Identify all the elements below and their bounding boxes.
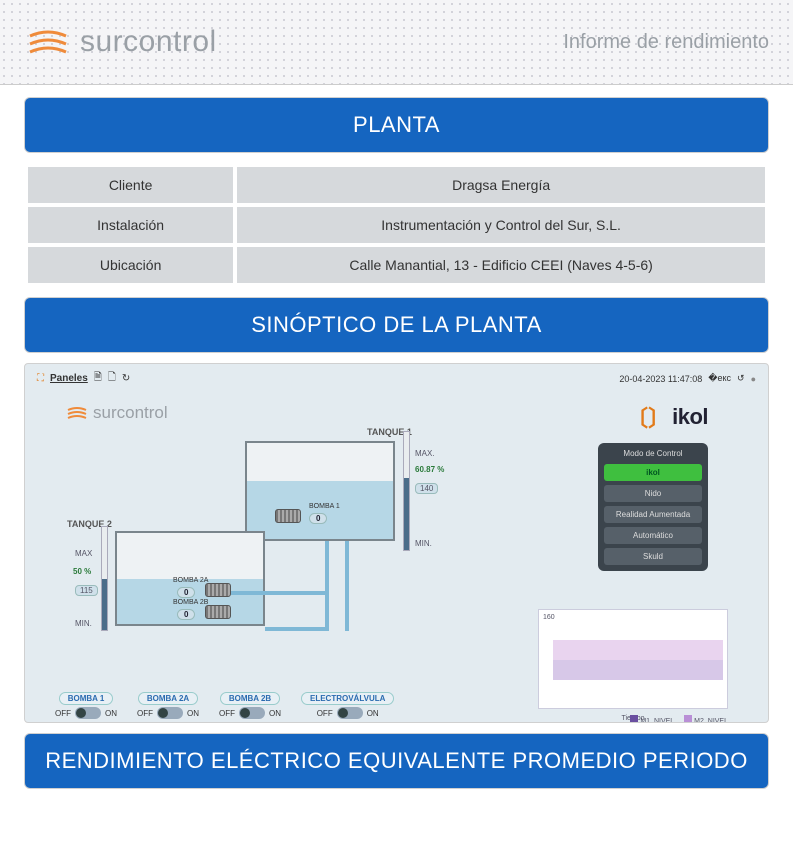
toggle-title: BOMBA 2B xyxy=(220,692,280,705)
planta-info-table: Cliente Dragsa Energía Instalación Instr… xyxy=(24,163,769,287)
info-label: Instalación xyxy=(28,207,233,243)
toggle-off-label: OFF xyxy=(317,709,333,718)
toggle-off-label: OFF xyxy=(137,709,153,718)
toggle-switch[interactable] xyxy=(75,707,101,719)
synoptic-topbar: ⛶ Paneles 🗎 🗋 ↻ 20-04-2023 11:47:08 �екс… xyxy=(25,364,768,391)
toggle-bomba2b: BOMBA 2B OFF ON xyxy=(219,692,281,719)
ctrl-mode-button[interactable]: ikol xyxy=(604,464,702,481)
tank1-max: MAX. xyxy=(415,449,435,458)
toggle-electrovalvula: ELECTROVÁLVULA OFF ON xyxy=(301,692,394,719)
toggle-switch[interactable] xyxy=(337,707,363,719)
ikol-bracket-icon: 〔〕 xyxy=(626,401,670,433)
paneles-link[interactable]: Paneles xyxy=(50,373,88,384)
toggle-on-label: ON xyxy=(105,709,117,718)
tank1-water xyxy=(247,481,393,539)
pipe xyxy=(231,591,329,595)
pump-b2b-label: BOMBA 2B xyxy=(173,599,208,606)
tank1-level-bar xyxy=(403,431,410,551)
toggle-on-label: ON xyxy=(367,709,379,718)
brand-text: surcontrol xyxy=(80,25,217,59)
table-row: Cliente Dragsa Energía xyxy=(28,167,765,203)
pump-b2a xyxy=(205,583,231,597)
tank1-raw: 140 xyxy=(415,483,438,494)
section-title-planta: PLANTA xyxy=(24,97,769,153)
pump-b2a-label: BOMBA 2A xyxy=(173,577,208,584)
tank1-pct: 60.87 % xyxy=(415,465,444,474)
control-mode-panel: Modo de Control ikol Nido Realidad Aumen… xyxy=(598,443,708,571)
chart-yaxis: 160 xyxy=(543,614,555,621)
toggle-row: BOMBA 1 OFF ON BOMBA 2A OFF ON xyxy=(55,692,394,719)
ctrl-mode-button[interactable]: Realidad Aumentada xyxy=(604,506,702,523)
page-header: surcontrol Informe de rendimiento xyxy=(0,0,793,85)
toggle-on-label: ON xyxy=(187,709,199,718)
toggle-switch[interactable] xyxy=(157,707,183,719)
chart-series-2 xyxy=(553,640,723,660)
toggle-on-label: ON xyxy=(269,709,281,718)
control-panel-title: Modo de Control xyxy=(604,449,702,458)
section-title-sinoptico: SINÓPTICO DE LA PLANTA xyxy=(24,297,769,353)
legend-label: M1_NIVEL xyxy=(640,718,674,723)
synoptic-brand: surcontrol xyxy=(65,401,168,425)
page-icon[interactable]: 🗎 xyxy=(94,370,102,387)
report-title: Informe de rendimiento xyxy=(563,31,769,54)
status-dot-icon: ● xyxy=(751,374,756,384)
toggle-bomba2a: BOMBA 2A OFF ON xyxy=(137,692,199,719)
pump-b1 xyxy=(275,509,301,523)
toggle-title: BOMBA 1 xyxy=(59,692,114,705)
toggle-off-label: OFF xyxy=(219,709,235,718)
pump-b2b-value: 0 xyxy=(177,609,195,620)
brand-logo: surcontrol xyxy=(24,18,217,66)
section-title-rendimiento: RENDIMIENTO ELÉCTRICO EQUIVALENTE PROMED… xyxy=(24,733,769,789)
pump-b2a-value: 0 xyxy=(177,587,195,598)
toggle-switch[interactable] xyxy=(239,707,265,719)
expand-icon[interactable]: ⛶ xyxy=(37,373,44,384)
tank1 xyxy=(245,441,395,541)
table-row: Instalación Instrumentación y Control de… xyxy=(28,207,765,243)
legend-swatch-icon xyxy=(630,715,638,723)
refresh-icon[interactable]: ↻ xyxy=(122,373,130,384)
ctrl-mode-button[interactable]: Nido xyxy=(604,485,702,502)
surcontrol-icon xyxy=(24,18,72,66)
tank2-max: MAX xyxy=(75,549,92,558)
tank1-min: MIN. xyxy=(415,539,432,548)
legend-swatch-icon xyxy=(684,715,692,723)
info-value: Instrumentación y Control del Sur, S.L. xyxy=(237,207,765,243)
tank2-level-bar xyxy=(101,526,108,631)
synoptic-brand-text: surcontrol xyxy=(93,403,168,423)
level-chart: 160 Tiempo xyxy=(538,609,728,709)
chart-legend: M1_NIVEL M2_NIVEL xyxy=(630,715,728,723)
ctrl-mode-button[interactable]: Automático xyxy=(604,527,702,544)
ikol-brand: 〔〕 ikol xyxy=(626,401,708,433)
ctrl-mode-button[interactable]: Skuld xyxy=(604,548,702,565)
info-value: Dragsa Energía xyxy=(237,167,765,203)
network-icon: �екс xyxy=(708,373,731,384)
pipe xyxy=(265,627,329,631)
pipe xyxy=(345,541,349,631)
tank2-min: MIN. xyxy=(75,619,92,628)
legend-label: M2_NIVEL xyxy=(694,718,728,723)
table-row: Ubicación Calle Manantial, 13 - Edificio… xyxy=(28,247,765,283)
tank2-raw: 115 xyxy=(75,585,98,596)
pump-b1-label: BOMBA 1 xyxy=(309,503,340,510)
synoptic-datetime: 20-04-2023 11:47:08 xyxy=(619,374,702,384)
sync-icon: ↺ xyxy=(737,373,745,384)
doc-icon[interactable]: 🗋 xyxy=(108,370,116,387)
pump-b1-value: 0 xyxy=(309,513,327,524)
pipe xyxy=(325,541,329,631)
toggle-off-label: OFF xyxy=(55,709,71,718)
toggle-title: ELECTROVÁLVULA xyxy=(301,692,394,705)
chart-series-1 xyxy=(553,660,723,680)
toggle-bomba1: BOMBA 1 OFF ON xyxy=(55,692,117,719)
info-label: Cliente xyxy=(28,167,233,203)
info-value: Calle Manantial, 13 - Edificio CEEI (Nav… xyxy=(237,247,765,283)
info-label: Ubicación xyxy=(28,247,233,283)
tank2-pct: 50 % xyxy=(73,567,91,576)
pump-b2b xyxy=(205,605,231,619)
synoptic-panel: ⛶ Paneles 🗎 🗋 ↻ 20-04-2023 11:47:08 �екс… xyxy=(24,363,769,723)
ikol-text: ikol xyxy=(672,404,708,430)
toggle-title: BOMBA 2A xyxy=(138,692,198,705)
